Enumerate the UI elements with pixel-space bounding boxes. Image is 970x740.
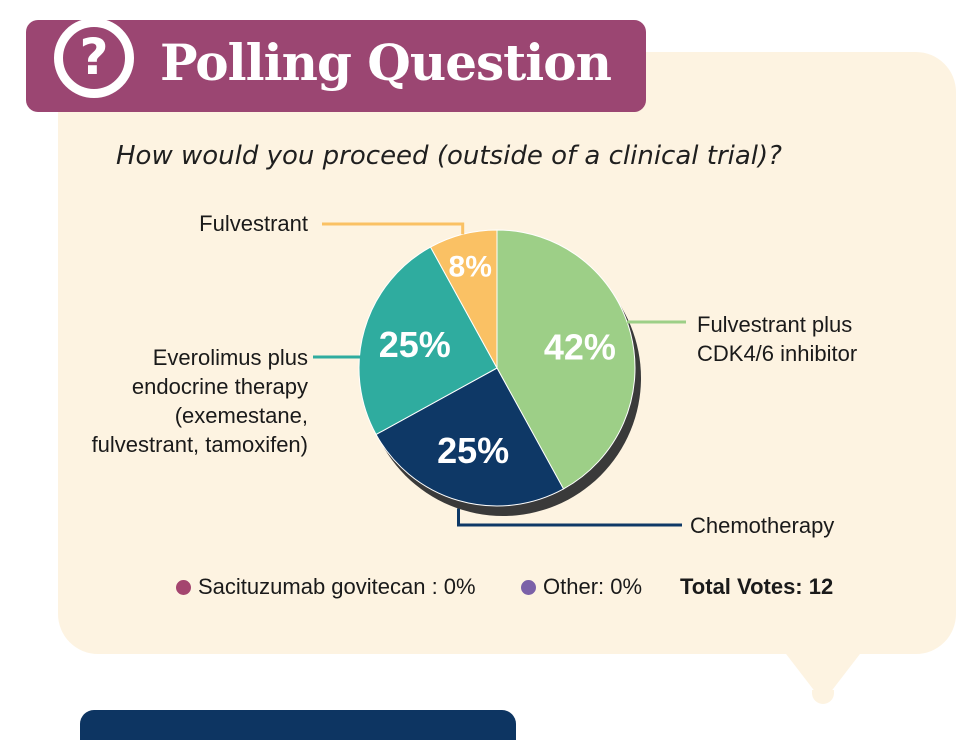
- question-mark-icon: ?: [54, 18, 134, 98]
- total-votes: Total Votes: 12: [680, 574, 834, 599]
- pie-slice-chemo: [375, 367, 565, 507]
- slice-label-fulvestrant-plus-cdk46: Fulvestrant plus CDK4/6 inhibitor: [697, 310, 857, 368]
- slice-label-line: Fulvestrant: [199, 211, 308, 236]
- slice-label-fulvestrant: Fulvestrant: [199, 209, 308, 238]
- page-title: Polling Question: [160, 33, 612, 92]
- slice-label-chemotherapy: Chemotherapy: [690, 511, 834, 540]
- slice-label-line: CDK4/6 inhibitor: [697, 341, 858, 366]
- legend-text-other: Other: 0%: [543, 574, 643, 599]
- legend-dot-sacituzumab: [176, 580, 191, 595]
- slice-label-line: Chemotherapy: [690, 513, 835, 538]
- leader-line-chemo: [457, 508, 682, 527]
- pie-slice-fulvestrant: [429, 229, 498, 369]
- slice-label-everolimus: Everolimus plus endocrine therapy (exemest…: [92, 343, 308, 459]
- legend-other: Other: 0%: [521, 572, 642, 602]
- slice-label-line: Fulvestrant plus: [697, 312, 853, 337]
- next-section-bar: [80, 710, 516, 740]
- leader-line-fulvestrant: [322, 222, 465, 235]
- slice-label-line: fulvestrant, tamoxifen): [91, 432, 308, 457]
- pie-slice-fulv_cdk: [496, 229, 636, 490]
- pie-slice-value-everolimus: 25%: [379, 324, 451, 365]
- slice-label-line: (exemestane,: [174, 403, 308, 428]
- legend-dot-other: [521, 580, 536, 595]
- pie-chart: 42% 25% 25% 8%: [313, 222, 686, 527]
- pie-slice-value-fulv_cdk: 42%: [544, 327, 616, 368]
- speech-bubble-tail-tip: [812, 690, 834, 704]
- slice-label-line: endocrine therapy: [131, 374, 308, 399]
- slice-label-line: Everolimus plus: [152, 345, 308, 370]
- pie-slice-value-fulvestrant: 8%: [449, 251, 492, 284]
- pie-slice-value-chemo: 25%: [437, 430, 509, 471]
- poll-question: How would you proceed (outside of a clin…: [116, 141, 782, 171]
- legend-text-sacituzumab: Sacituzumab govitecan : 0%: [198, 574, 476, 599]
- pie-slice-everolimus: [358, 246, 498, 436]
- legend-sacituzumab: Sacituzumab govitecan : 0%: [176, 572, 476, 602]
